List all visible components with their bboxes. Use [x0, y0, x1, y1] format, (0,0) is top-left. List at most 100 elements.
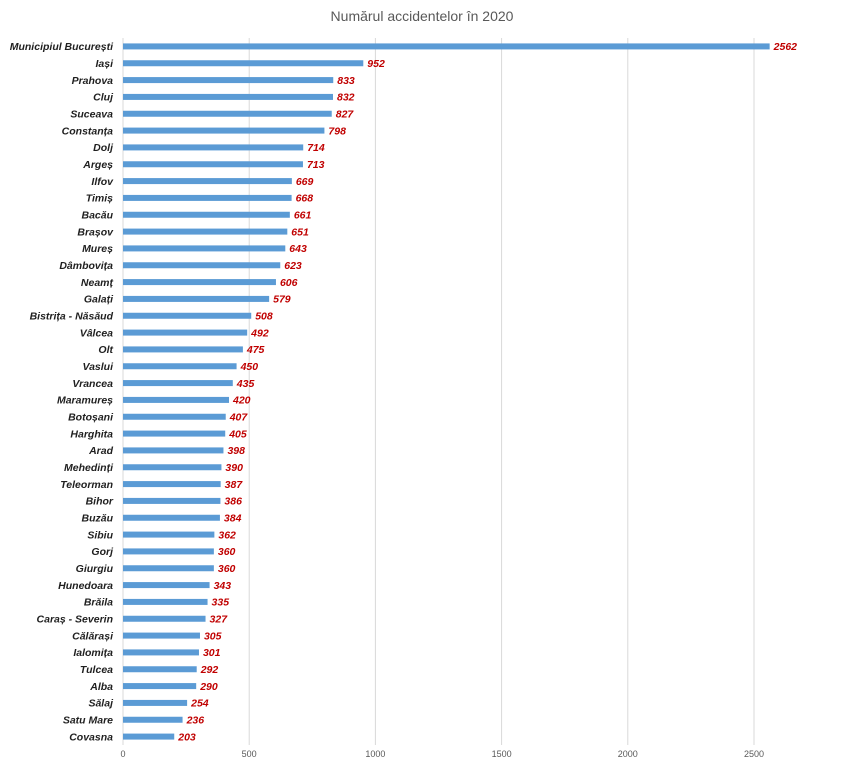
category-label-9: Timiș	[86, 193, 113, 205]
value-label-10: 661	[294, 210, 312, 222]
category-label-2: Prahova	[72, 75, 114, 87]
value-label-22: 407	[229, 412, 249, 424]
value-label-34: 327	[210, 614, 229, 626]
x-tick-label-1: 500	[242, 749, 257, 759]
chart-title: Numărul accidentelor în 2020	[331, 8, 514, 24]
bar-31	[123, 565, 214, 572]
value-label-3: 832	[337, 92, 355, 104]
value-label-8: 669	[296, 176, 314, 188]
category-label-13: Dâmbovița	[59, 260, 113, 272]
bar-30	[123, 548, 214, 555]
value-label-19: 450	[240, 361, 259, 373]
value-label-31: 360	[218, 563, 236, 575]
category-label-6: Dolj	[93, 142, 114, 154]
value-label-20: 435	[236, 378, 255, 390]
category-label-34: Caraș - Severin	[37, 614, 113, 626]
bar-12	[123, 245, 286, 252]
value-label-27: 386	[224, 496, 242, 508]
category-label-38: Alba	[89, 681, 113, 693]
x-axis-ticks: 0 500 1000 1500 2000 2500	[120, 749, 764, 759]
value-label-7: 713	[307, 159, 325, 171]
value-label-18: 475	[246, 344, 265, 356]
category-label-12: Mureș	[82, 243, 113, 255]
bar-4	[123, 110, 332, 117]
bar-37	[123, 666, 197, 673]
bar-9	[123, 194, 292, 201]
value-label-38: 290	[199, 681, 218, 693]
value-label-12: 643	[289, 243, 307, 255]
bar-41	[123, 733, 175, 740]
bar-23	[123, 430, 226, 437]
category-label-35: Călărași	[72, 630, 114, 642]
bar-36	[123, 649, 199, 656]
value-label-23: 405	[228, 428, 247, 440]
x-tick-label-0: 0	[120, 749, 125, 759]
x-tick-label-5: 2500	[744, 749, 764, 759]
bar-38	[123, 683, 197, 690]
value-label-15: 579	[273, 294, 291, 306]
category-label-24: Arad	[88, 445, 114, 457]
category-label-14: Neamț	[81, 277, 114, 289]
bar-16	[123, 312, 252, 319]
value-label-21: 420	[232, 395, 251, 407]
category-label-16: Bistrița - Năsăud	[30, 311, 114, 323]
category-label-33: Brăila	[84, 597, 113, 609]
value-label-6: 714	[307, 142, 325, 154]
value-label-24: 398	[227, 445, 245, 457]
bar-25	[123, 464, 222, 471]
category-label-18: Olt	[98, 344, 113, 356]
bar-33	[123, 598, 208, 605]
x-tick-label-4: 2000	[618, 749, 638, 759]
bar-24	[123, 447, 224, 454]
category-label-32: Hunedoara	[58, 580, 113, 592]
gridlines	[122, 38, 755, 745]
bar-35	[123, 632, 200, 639]
bar-34	[123, 615, 206, 622]
category-label-21: Maramureș	[57, 395, 113, 407]
category-label-28: Buzău	[82, 513, 114, 525]
value-label-36: 301	[203, 647, 221, 659]
bar-14	[123, 279, 276, 286]
category-label-25: Mehedinți	[64, 462, 114, 474]
bar-8	[123, 178, 292, 185]
category-label-11: Brașov	[77, 226, 114, 238]
category-label-29: Sibiu	[87, 529, 113, 541]
bar-26	[123, 481, 221, 488]
category-label-23: Harghita	[70, 428, 113, 440]
value-label-35: 305	[204, 630, 222, 642]
value-label-1: 952	[367, 58, 385, 70]
category-label-30: Gorj	[91, 546, 114, 558]
bar-40	[123, 716, 183, 723]
value-label-0: 2562	[773, 41, 798, 53]
bar-13	[123, 262, 281, 269]
value-label-25: 390	[225, 462, 243, 474]
category-label-5: Constanța	[62, 125, 113, 137]
value-label-4: 827	[336, 109, 355, 121]
category-label-19: Vaslui	[82, 361, 114, 373]
value-label-9: 668	[296, 193, 314, 205]
category-label-0: Municipiul București	[10, 41, 114, 53]
value-label-41: 203	[177, 731, 196, 743]
bar-32	[123, 582, 210, 589]
category-label-26: Teleorman	[60, 479, 113, 491]
x-tick-label-3: 1500	[492, 749, 512, 759]
bar-17	[123, 329, 248, 336]
value-label-30: 360	[218, 546, 236, 558]
value-label-16: 508	[255, 311, 273, 323]
value-label-17: 492	[250, 327, 269, 339]
category-label-40: Satu Mare	[63, 715, 113, 727]
bar-5	[123, 127, 325, 134]
x-tick-label-2: 1000	[365, 749, 385, 759]
category-label-41: Covasna	[69, 731, 113, 743]
bar-20	[123, 380, 233, 387]
bar-10	[123, 211, 290, 218]
value-label-37: 292	[200, 664, 219, 676]
category-labels: Municipiul București Iași Prahova Cluj Sucea…	[10, 41, 114, 743]
bar-3	[123, 93, 333, 100]
category-label-15: Galați	[84, 294, 114, 306]
category-label-10: Bacău	[81, 210, 113, 222]
value-label-26: 387	[225, 479, 244, 491]
bar-19	[123, 363, 237, 370]
category-label-36: Ialomița	[73, 647, 113, 659]
bars	[123, 43, 770, 740]
